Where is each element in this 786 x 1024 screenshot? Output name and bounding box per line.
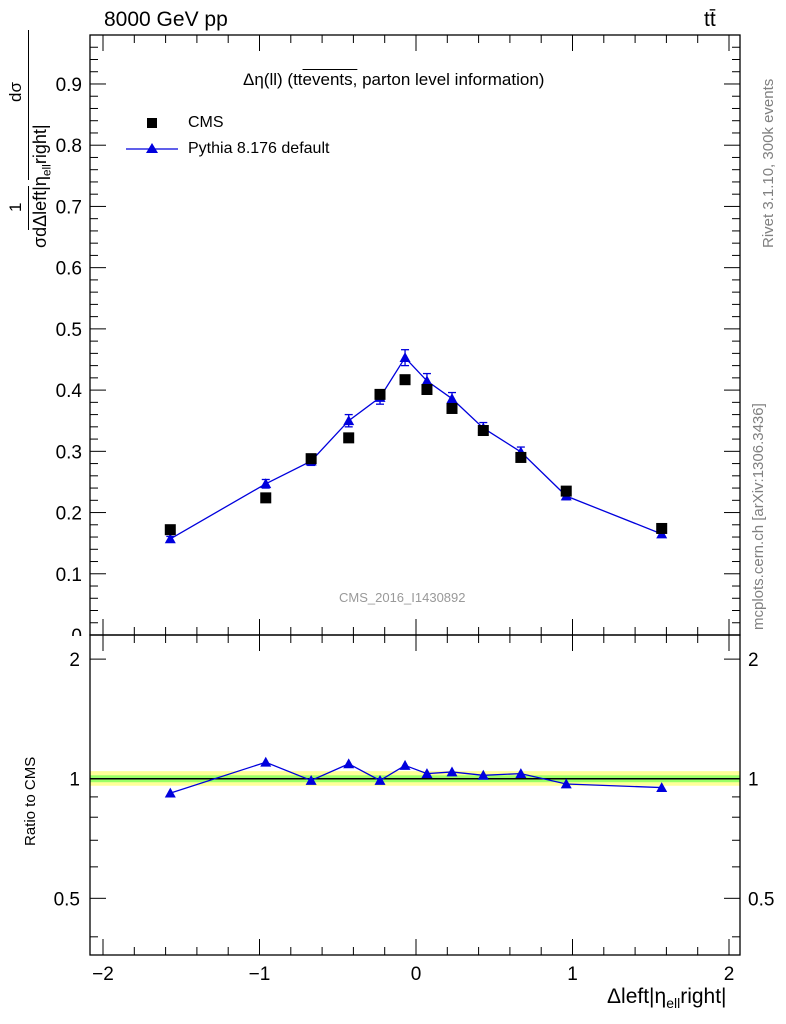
legend-item-pythia: Pythia 8.176 default [120,138,380,160]
ratio-point [305,774,317,785]
square-marker-icon [147,118,157,128]
legend: CMS Pythia 8.176 default [120,112,380,164]
ratio-point [446,766,458,777]
analysis-watermark: CMS_2016_I1430892 [339,590,466,605]
ratio-line [170,761,662,794]
pythia-point [343,415,355,426]
process-label: tt̄ [704,8,716,31]
y-label-denominator: σdΔleft|ηellright| [30,124,54,248]
main-y-tick-label: 0.4 [56,381,83,402]
cms-point [343,432,355,444]
plot-title-suffix: parton level information) [357,70,545,89]
legend-label-cms: CMS [188,114,224,131]
x-tick-label: 2 [724,964,735,985]
ratio-y-tick-label-right: 1 [748,770,759,791]
ratio-y-tick-label: 2 [69,650,80,671]
zero-label-mask [40,636,88,650]
pythia-point [421,375,433,386]
data-marks [164,349,668,798]
x-label-sub: ell [666,995,681,1012]
main-y-tick-label: 0.2 [56,504,82,525]
pythia-point [446,393,458,404]
x-label-tail: right| [680,985,727,1008]
y-axis-label-main: 1 dσ σdΔleft|ηellright| [6,30,54,250]
y-label-denominator-main: σdΔleft|η [30,176,50,248]
axes-frame: 0.10.20.30.40.50.60.70.80.90−2−10120.50.… [40,34,774,985]
ratio-point [343,758,355,769]
legend-label-pythia: Pythia 8.176 default [188,140,330,157]
cms-point [164,524,176,536]
y-label-fraction-line-1 [28,186,29,230]
cms-point [421,383,433,395]
ratio-point [421,768,433,779]
cms-point [374,388,386,400]
ratio-point [260,756,272,767]
ratio-point [515,768,527,779]
plot-title: Δη(ll) (ttevents, parton level informati… [243,70,544,90]
ratio-point [164,787,176,798]
main-y-tick-label: 0.9 [56,75,82,96]
ratio-point [477,769,489,780]
cms-point [305,453,317,465]
ratio-uncertainty-band [90,771,740,786]
y-label-fraction-line-2 [28,30,29,180]
rivet-label: Rivet 3.1.10, 300k events [760,78,777,248]
x-label-main: Δleft|η [607,985,667,1008]
pythia-point [164,533,176,544]
pythia-line [169,356,662,540]
cms-point [515,451,527,463]
plot-title-prefix: Δη(ll) (tt [243,70,303,89]
cms-point [446,402,458,414]
x-tick-label: −2 [92,964,114,985]
triangle-line-marker-icon [126,143,178,153]
energy-label: 8000 GeV pp [104,8,228,31]
main-y-tick-label: 0.8 [56,136,82,157]
x-tick-label: −1 [249,964,271,985]
x-tick-label: 0 [411,964,422,985]
ratio-point [560,778,572,789]
y-label-dsigma: dσ [6,82,25,102]
cms-point [260,492,272,504]
pythia-point [260,478,272,489]
ratio-point [656,782,668,792]
ratio-point [374,774,386,785]
y-label-denominator-tail: right| [30,124,50,165]
ratio-y-tick-label: 0.5 [54,889,80,910]
cms-point [656,522,668,534]
ratio-panel-frame [89,634,741,956]
main-y-tick-label: 0.5 [56,320,82,341]
y-label-denominator-sub: ell [39,164,54,177]
y-axis-label-ratio: Ratio to CMS [22,756,39,846]
cms-point [477,425,489,437]
x-tick-label: 1 [567,964,578,985]
legend-item-cms: CMS [120,112,380,134]
cms-point [399,374,411,386]
main-y-tick-label: 0.6 [56,259,82,280]
y-label-one: 1 [6,202,25,212]
x-axis-label: Δleft|ηellright| [607,985,727,1011]
plot-title-overline: events, [302,70,358,89]
main-y-tick-label: 0.7 [56,197,82,218]
ratio-y-tick-label-right: 0.5 [748,889,774,910]
ratio-y-tick-label-right: 2 [748,650,759,671]
pythia-point [399,352,411,363]
main-y-tick-label: 0.1 [56,565,82,586]
ratio-y-tick-label: 1 [69,770,80,791]
ratio-point [399,759,411,770]
main-y-tick-label: 0.3 [56,442,82,463]
cms-point [560,485,572,497]
mcplots-label: mcplots.cern.ch [arXiv:1306.3436] [750,403,767,630]
